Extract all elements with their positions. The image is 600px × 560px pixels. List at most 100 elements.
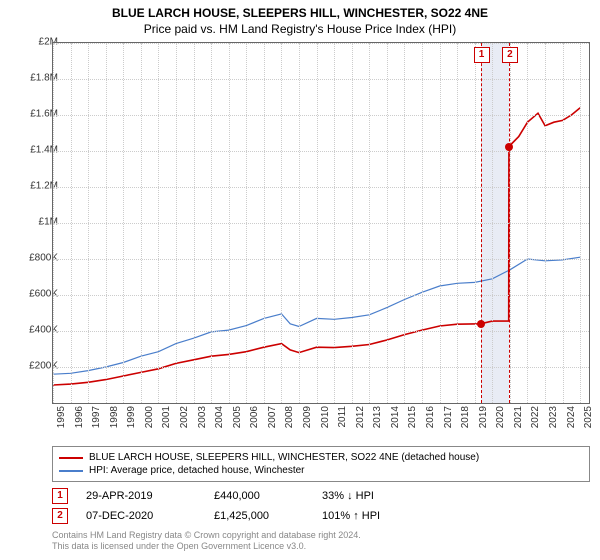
marker-dot: [505, 143, 513, 151]
x-tick-label: 2006: [249, 406, 260, 436]
x-tick-label: 2004: [214, 406, 225, 436]
marker-badge: 1: [474, 47, 490, 63]
footer-line: Contains HM Land Registry data © Crown c…: [52, 530, 361, 541]
chart-subtitle: Price paid vs. HM Land Registry's House …: [0, 20, 600, 40]
footer-line: This data is licensed under the Open Gov…: [52, 541, 361, 552]
x-tick-label: 2021: [513, 406, 524, 436]
transaction-price: £440,000: [214, 490, 304, 502]
gridline-vertical: [492, 43, 493, 403]
gridline-vertical: [334, 43, 335, 403]
gridline-vertical: [510, 43, 511, 403]
gridline-vertical: [369, 43, 370, 403]
x-tick-label: 2016: [425, 406, 436, 436]
table-row: 1 29-APR-2019 £440,000 33% ↓ HPI: [52, 486, 590, 506]
x-tick-label: 2022: [530, 406, 541, 436]
x-tick-label: 2019: [478, 406, 489, 436]
x-tick-label: 1997: [91, 406, 102, 436]
legend-row: HPI: Average price, detached house, Winc…: [59, 464, 583, 477]
y-tick-label: £2M: [8, 37, 58, 48]
transaction-marker-badge: 2: [52, 508, 68, 524]
gridline-vertical: [71, 43, 72, 403]
gridline-vertical: [475, 43, 476, 403]
y-tick-label: £1.4M: [8, 145, 58, 156]
x-tick-label: 1999: [126, 406, 137, 436]
transaction-marker-badge: 1: [52, 488, 68, 504]
chart-title: BLUE LARCH HOUSE, SLEEPERS HILL, WINCHES…: [0, 0, 600, 20]
gridline-vertical: [545, 43, 546, 403]
x-tick-label: 2017: [443, 406, 454, 436]
marker-badge: 2: [502, 47, 518, 63]
x-tick-label: 2020: [495, 406, 506, 436]
footer-attribution: Contains HM Land Registry data © Crown c…: [52, 530, 361, 553]
gridline-vertical: [53, 43, 54, 403]
gridline-vertical: [352, 43, 353, 403]
transaction-price: £1,425,000: [214, 510, 304, 522]
x-tick-label: 2007: [267, 406, 278, 436]
x-tick-label: 2009: [302, 406, 313, 436]
x-tick-label: 2014: [390, 406, 401, 436]
gridline-vertical: [176, 43, 177, 403]
y-tick-label: £1.2M: [8, 181, 58, 192]
x-tick-label: 2013: [372, 406, 383, 436]
gridline-vertical: [580, 43, 581, 403]
chart-container: BLUE LARCH HOUSE, SLEEPERS HILL, WINCHES…: [0, 0, 600, 560]
table-row: 2 07-DEC-2020 £1,425,000 101% ↑ HPI: [52, 506, 590, 526]
y-tick-label: £1.6M: [8, 109, 58, 120]
x-tick-label: 2012: [355, 406, 366, 436]
gridline-vertical: [457, 43, 458, 403]
y-tick-label: £200K: [8, 361, 58, 372]
gridline-vertical: [229, 43, 230, 403]
gridline-vertical: [422, 43, 423, 403]
marker-line: [509, 43, 510, 403]
gridline-vertical: [194, 43, 195, 403]
x-tick-label: 2005: [232, 406, 243, 436]
x-tick-label: 2025: [583, 406, 594, 436]
marker-line: [481, 43, 482, 403]
transaction-date: 07-DEC-2020: [86, 510, 196, 522]
legend-swatch-property: [59, 457, 83, 459]
x-tick-label: 2001: [161, 406, 172, 436]
transaction-pct-vs-hpi: 101% ↑ HPI: [322, 510, 402, 522]
legend-row: BLUE LARCH HOUSE, SLEEPERS HILL, WINCHES…: [59, 451, 583, 464]
gridline-vertical: [246, 43, 247, 403]
x-tick-label: 1998: [109, 406, 120, 436]
y-tick-label: £800K: [8, 253, 58, 264]
gridline-vertical: [299, 43, 300, 403]
gridline-vertical: [281, 43, 282, 403]
x-tick-label: 1996: [74, 406, 85, 436]
legend-label: HPI: Average price, detached house, Winc…: [89, 465, 305, 476]
gridline-vertical: [158, 43, 159, 403]
transaction-date: 29-APR-2019: [86, 490, 196, 502]
x-tick-label: 2015: [407, 406, 418, 436]
gridline-vertical: [106, 43, 107, 403]
x-tick-label: 2024: [566, 406, 577, 436]
x-tick-label: 2008: [284, 406, 295, 436]
y-tick-label: £1M: [8, 217, 58, 228]
x-tick-label: 2010: [320, 406, 331, 436]
gridline-vertical: [563, 43, 564, 403]
gridline-vertical: [123, 43, 124, 403]
gridline-vertical: [387, 43, 388, 403]
gridline-vertical: [88, 43, 89, 403]
x-tick-label: 1995: [56, 406, 67, 436]
x-tick-label: 2018: [460, 406, 471, 436]
x-tick-label: 2011: [337, 406, 348, 436]
y-tick-label: £1.8M: [8, 73, 58, 84]
legend-swatch-hpi: [59, 470, 83, 472]
y-tick-label: £400K: [8, 325, 58, 336]
transaction-pct-vs-hpi: 33% ↓ HPI: [322, 490, 402, 502]
gridline-vertical: [440, 43, 441, 403]
y-tick-label: £600K: [8, 289, 58, 300]
gridline-vertical: [141, 43, 142, 403]
plot-area: 12: [52, 42, 590, 404]
legend-label: BLUE LARCH HOUSE, SLEEPERS HILL, WINCHES…: [89, 452, 479, 463]
gridline-vertical: [264, 43, 265, 403]
legend-box: BLUE LARCH HOUSE, SLEEPERS HILL, WINCHES…: [52, 446, 590, 482]
gridline-vertical: [404, 43, 405, 403]
x-tick-label: 2023: [548, 406, 559, 436]
x-tick-label: 2000: [144, 406, 155, 436]
transactions-table: 1 29-APR-2019 £440,000 33% ↓ HPI 2 07-DE…: [52, 486, 590, 526]
gridline-vertical: [317, 43, 318, 403]
gridline-vertical: [211, 43, 212, 403]
x-tick-label: 2002: [179, 406, 190, 436]
